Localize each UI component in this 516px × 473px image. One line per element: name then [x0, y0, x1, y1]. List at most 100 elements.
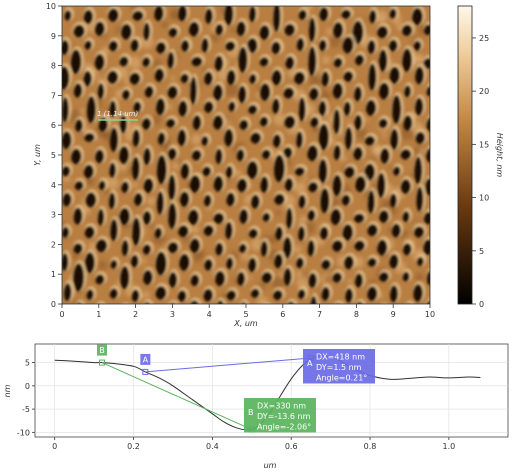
pit [260, 176, 269, 193]
pit [274, 193, 285, 205]
pit [344, 126, 353, 150]
pit [84, 226, 95, 239]
texture-grain [303, 175, 310, 182]
pit [378, 82, 390, 100]
pit [400, 179, 411, 194]
texture-grain [294, 245, 302, 254]
pit [63, 283, 72, 302]
profile-y-tick-label: -10 [17, 428, 30, 437]
pit [400, 149, 412, 160]
pit [393, 166, 401, 176]
pit [132, 10, 144, 21]
pit [73, 83, 83, 98]
pit [215, 270, 226, 287]
pit [203, 71, 213, 85]
texture-grain [225, 177, 231, 183]
pit-rim [188, 297, 203, 304]
pit [426, 300, 430, 304]
pit [239, 119, 249, 131]
pit [155, 286, 167, 300]
pit [404, 85, 412, 98]
pit [120, 305, 130, 316]
pit [224, 128, 234, 147]
measurement-box-marker: A [307, 359, 313, 368]
image-x-tick-label: 7 [317, 310, 322, 319]
texture-grain [294, 181, 307, 194]
texture-grain [150, 224, 155, 230]
pit [353, 146, 363, 161]
pit [228, 101, 236, 112]
pit-rim [75, 299, 86, 304]
pit [310, 116, 320, 128]
pit [415, 131, 426, 144]
measurement-value: DX=330 nm [257, 402, 306, 411]
pit [62, 253, 69, 271]
pit [132, 129, 141, 147]
measurement-line [101, 362, 252, 431]
pit [248, 6, 257, 23]
pit [73, 207, 83, 225]
texture-grain [312, 126, 319, 133]
height-colorbar: 0 5 10 15 20 25 Height, nm [457, 5, 504, 309]
profile-y-axis-label: nm [3, 384, 12, 397]
pit [189, 238, 201, 253]
pit [414, 156, 423, 185]
pit [297, 226, 306, 241]
afm-height-image[interactable]: 1 (1.14 um) [58, 0, 439, 319]
pit [239, 208, 249, 224]
pit [344, 166, 355, 178]
pit [250, 194, 260, 209]
profile-chart[interactable]: 0 0.2 0.4 0.6 0.8 1.050-5-10 BA ADX=418 nmDY=… [3, 343, 509, 470]
image-x-tick-label: 10 [425, 310, 435, 319]
pit [319, 6, 329, 21]
pit [110, 259, 118, 269]
pit [83, 164, 94, 179]
pit [259, 56, 269, 67]
pit [342, 224, 354, 241]
measurement-line [145, 357, 311, 373]
pit [413, 40, 422, 51]
texture-grain [241, 252, 250, 261]
pit [168, 271, 178, 288]
pit [62, 39, 70, 55]
texture-grain [161, 21, 169, 29]
pit [83, 9, 94, 24]
pit [189, 76, 197, 105]
pit [86, 95, 97, 124]
pit [345, 288, 354, 303]
pit [203, 225, 214, 236]
pit [202, 166, 212, 177]
pit [377, 239, 388, 256]
image-y-tick-label: 0 [51, 300, 56, 309]
pit [155, 97, 166, 116]
pit [130, 254, 139, 268]
pit [109, 288, 119, 299]
pit [141, 117, 152, 130]
profile-x-tick-label: 0.8 [364, 442, 377, 451]
colorbar-tick-label: 25 [479, 34, 489, 43]
pit [283, 87, 295, 99]
pit [318, 158, 328, 184]
pit [225, 165, 233, 179]
texture-grain [132, 181, 139, 188]
texture-grain [382, 133, 387, 138]
image-x-tick-label: 5 [243, 310, 248, 319]
pit [367, 39, 376, 54]
pit [271, 69, 282, 86]
image-x-tick-label: 3 [170, 310, 175, 319]
cursor-flag-label: A [143, 355, 149, 364]
pit [426, 270, 430, 286]
pit [226, 192, 236, 207]
pit [333, 57, 343, 68]
texture-grain [273, 112, 287, 126]
pit [389, 193, 397, 208]
pit [261, 271, 273, 284]
pit [98, 117, 108, 132]
profile-x-axis-label: um [264, 461, 277, 470]
pit [318, 39, 327, 52]
texture-grain [275, 210, 281, 216]
pit [293, 71, 306, 85]
measurement-value: DX=418 nm [316, 353, 365, 362]
profile-y-tick-label: 0 [25, 382, 30, 391]
